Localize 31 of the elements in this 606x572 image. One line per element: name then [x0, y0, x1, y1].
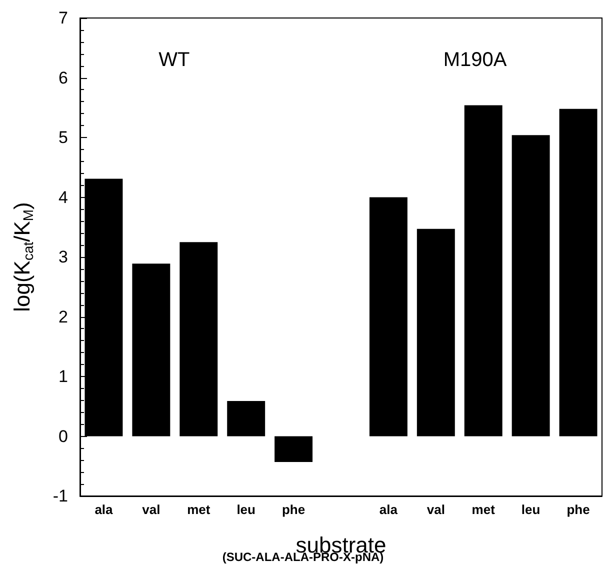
bar	[369, 197, 408, 436]
annotation: WT	[158, 49, 190, 71]
bar	[227, 401, 266, 436]
bar	[416, 228, 455, 436]
bar	[180, 242, 218, 436]
y-tick-label: 2	[58, 307, 68, 326]
bar	[512, 135, 550, 436]
x-tick-label: val	[426, 502, 445, 517]
annotation: M190A	[443, 49, 508, 71]
bar	[274, 436, 313, 462]
x-tick-label: met	[187, 502, 211, 517]
x-tick-label: leu	[236, 502, 256, 517]
y-axis-title: log(Kcat/KM)	[10, 202, 36, 312]
bar	[464, 105, 502, 436]
y-tick-label: 6	[58, 68, 68, 88]
y-tick-label: 1	[58, 367, 68, 386]
y-tick-label: 4	[58, 188, 68, 207]
y-tick-label: 3	[58, 248, 68, 266]
bar	[132, 264, 170, 436]
bar	[559, 108, 598, 436]
y-tick-label: 5	[58, 128, 68, 147]
y-tick-label: -1	[52, 486, 68, 506]
x-tick-label: ala	[94, 502, 114, 517]
y-tick-label: 7	[58, 8, 68, 28]
x-tick-label: ala	[379, 502, 398, 517]
x-tick-label: phe	[566, 502, 590, 517]
x-tick-label: met	[472, 502, 496, 517]
x-tick-label: phe	[282, 502, 306, 517]
y-tick-label: 0	[58, 426, 68, 446]
x-tick-label: leu	[521, 502, 540, 517]
x-tick-label: val	[142, 502, 160, 517]
